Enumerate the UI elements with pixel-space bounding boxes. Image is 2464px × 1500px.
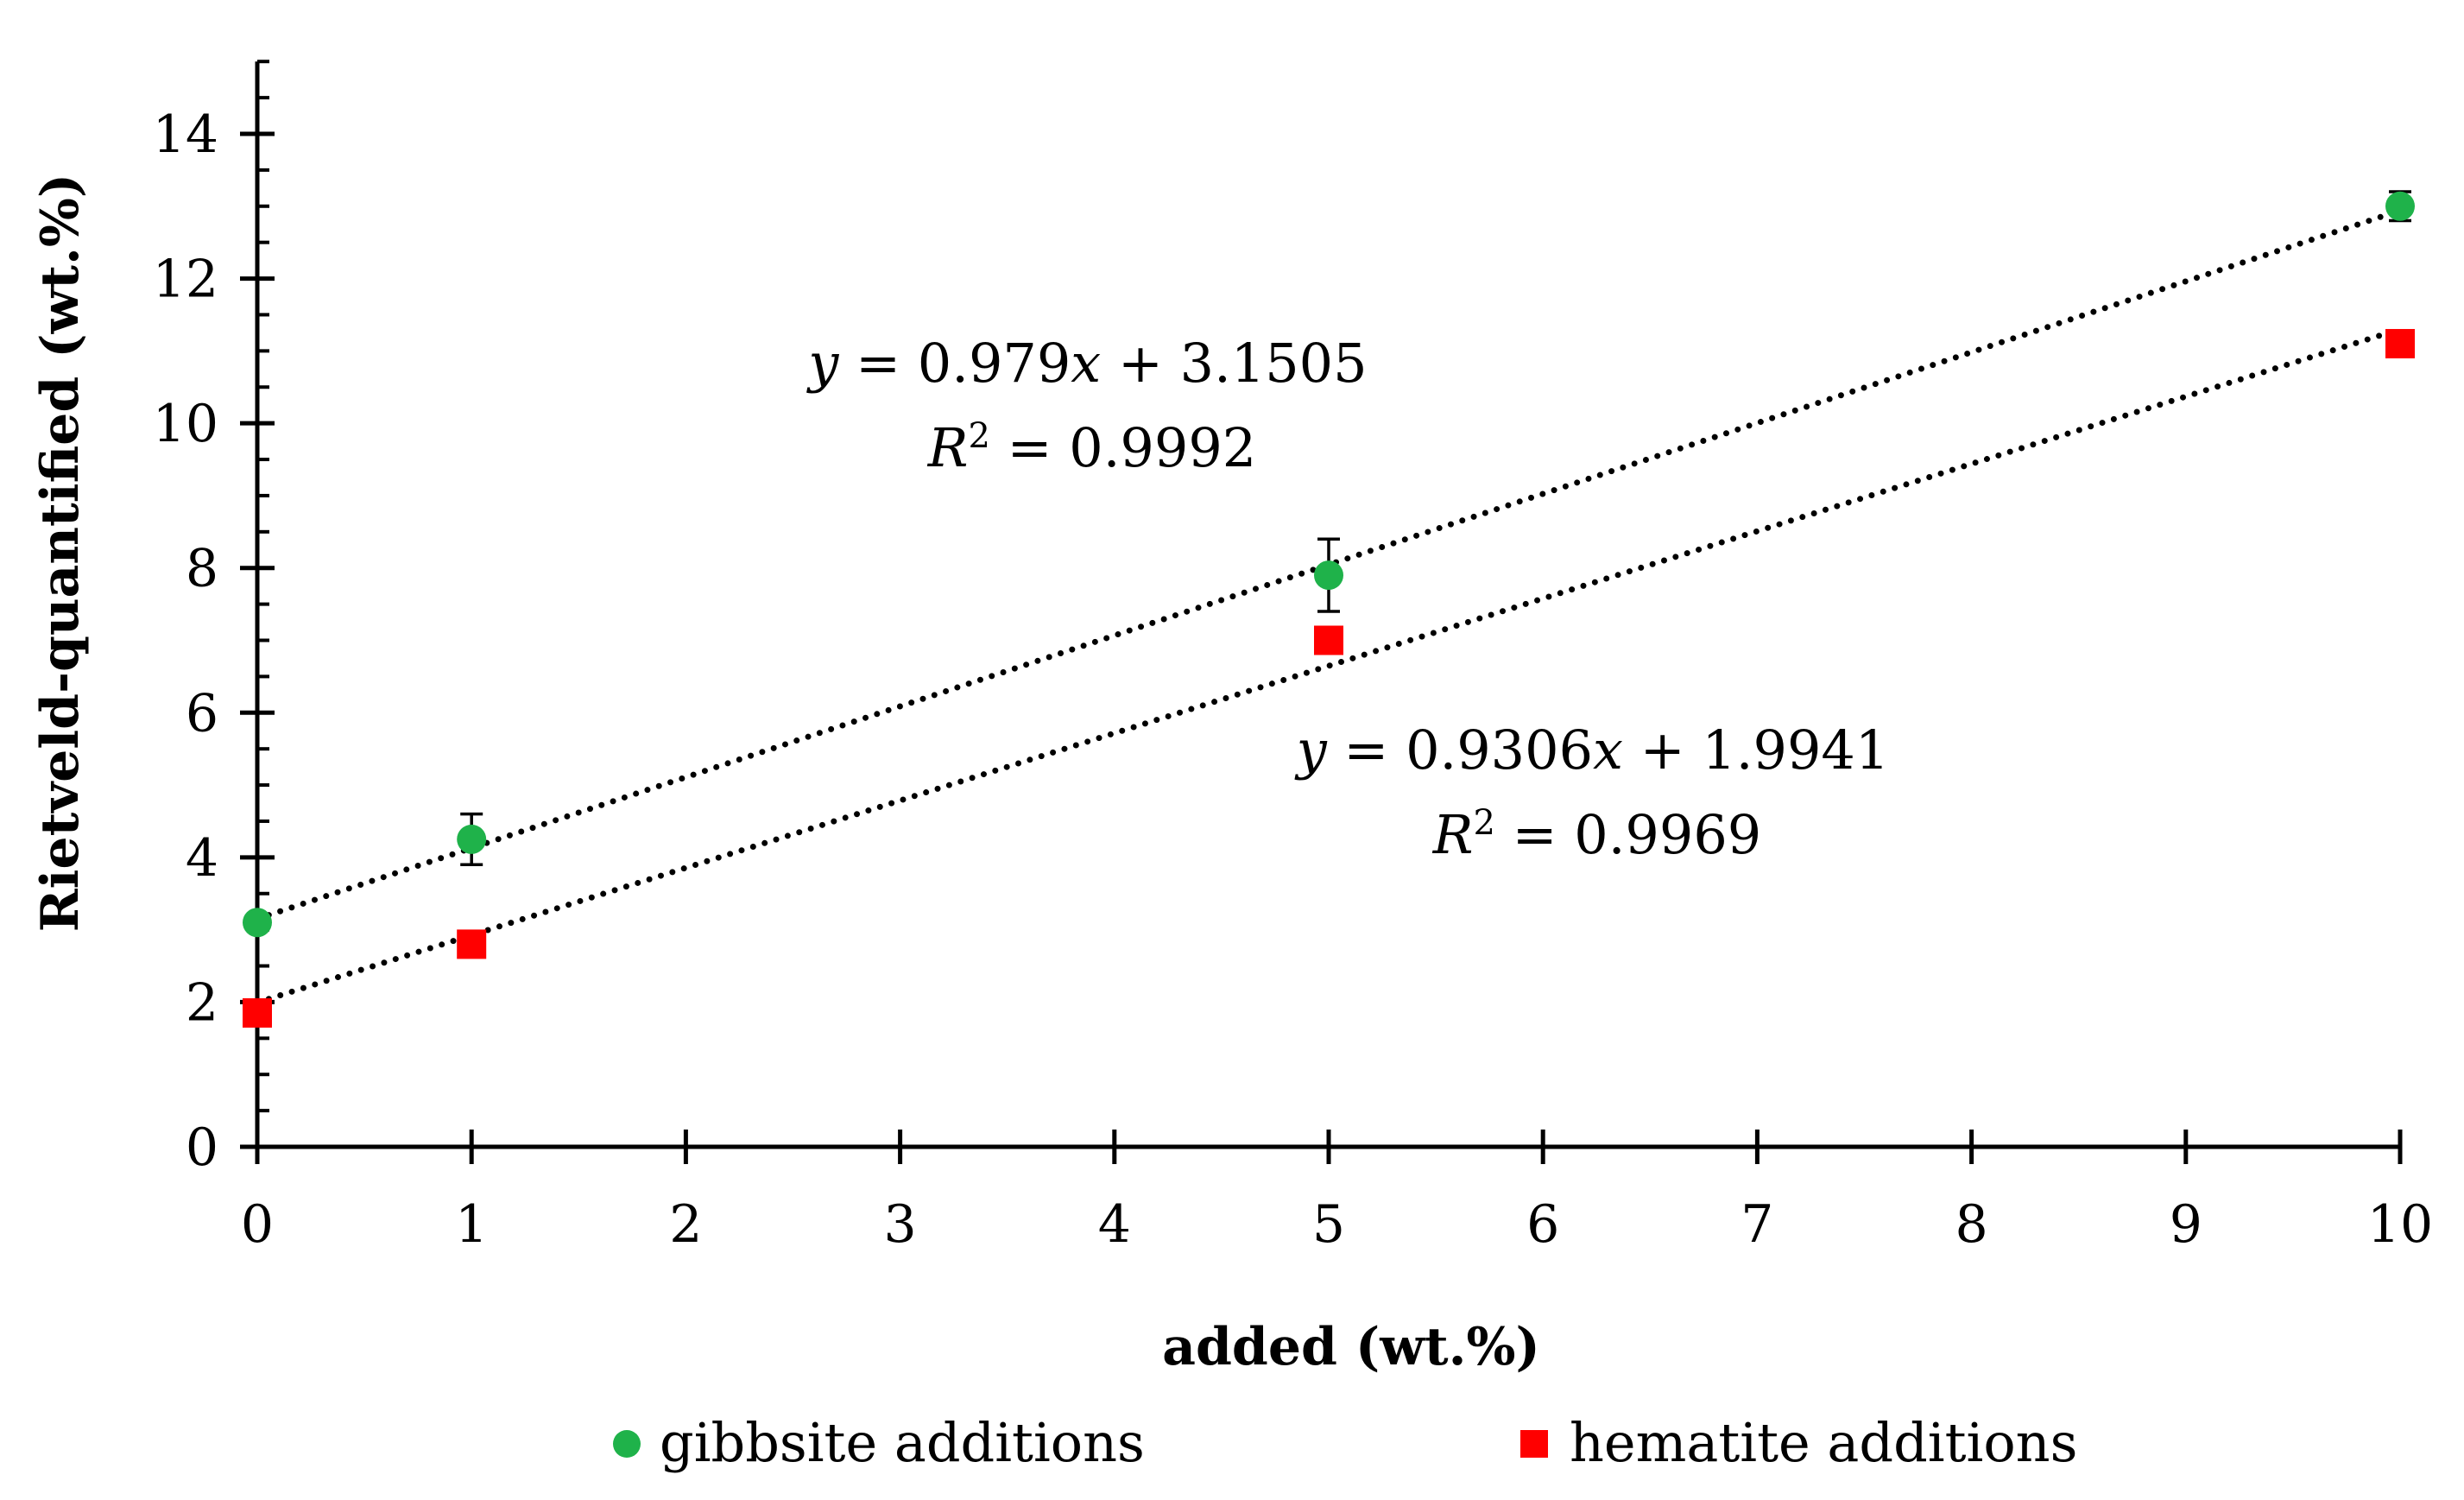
- x-tick-label-3: 3: [884, 1194, 917, 1255]
- legend-hematite-label: hematite additions: [1570, 1411, 2077, 1474]
- legend-hematite-marker: [1520, 1430, 1548, 1458]
- hematite-point: [2385, 328, 2415, 358]
- y-axis-title: Rietveld-quantified (wt.%): [30, 174, 91, 933]
- gibbsite-point: [243, 908, 272, 938]
- legend-gibbsite-label: gibbsite additions: [660, 1411, 1145, 1474]
- gibbsite-point: [2385, 191, 2415, 221]
- x-tick-label-10: 10: [2367, 1194, 2433, 1255]
- y-tick-label-2: 2: [186, 972, 218, 1033]
- x-tick-label-0: 0: [241, 1194, 274, 1255]
- x-tick-label-6: 6: [1526, 1194, 1559, 1255]
- x-tick-label-7: 7: [1741, 1194, 1773, 1255]
- trendline-gibbsite: [254, 207, 2404, 922]
- y-tick-label-4: 4: [186, 828, 218, 889]
- y-tick-label-8: 8: [186, 539, 218, 599]
- hematite-equation: y = 0.9306x + 1.9941: [1294, 718, 1890, 782]
- hematite-point: [1314, 625, 1343, 655]
- x-tick-label-9: 9: [2170, 1194, 2202, 1255]
- hematite-point: [457, 929, 487, 959]
- gibbsite-point: [457, 824, 487, 854]
- trendline-hematite: [254, 326, 2404, 1006]
- x-axis-title: added (wt.%): [1162, 1317, 1540, 1377]
- hematite-point: [243, 997, 272, 1028]
- y-tick-label-0: 0: [186, 1117, 218, 1178]
- y-tick-label-6: 6: [186, 683, 218, 744]
- gibbsite-equation: y = 0.979x + 3.1505: [806, 332, 1367, 395]
- legend-gibbsite-marker: [613, 1430, 641, 1458]
- y-tick-label-14: 14: [153, 104, 218, 165]
- y-tick-label-10: 10: [153, 394, 218, 454]
- legend: gibbsite additions hematite additions: [613, 1411, 2077, 1474]
- x-tick-label-4: 4: [1098, 1194, 1131, 1255]
- x-tick-label-1: 1: [455, 1194, 488, 1255]
- legend-item-gibbsite[interactable]: gibbsite additions: [613, 1411, 1145, 1474]
- gibbsite-r-squared: R2 = 0.9992: [927, 416, 1256, 479]
- legend-item-hematite[interactable]: hematite additions: [1520, 1411, 2077, 1474]
- x-tick-label-8: 8: [1955, 1194, 1988, 1255]
- gibbsite-point: [1314, 560, 1343, 591]
- x-tick-label-2: 2: [669, 1194, 702, 1255]
- y-tick-label-12: 12: [153, 250, 218, 310]
- hematite-r-squared: R2 = 0.9969: [1432, 803, 1761, 866]
- x-tick-label-5: 5: [1312, 1194, 1345, 1255]
